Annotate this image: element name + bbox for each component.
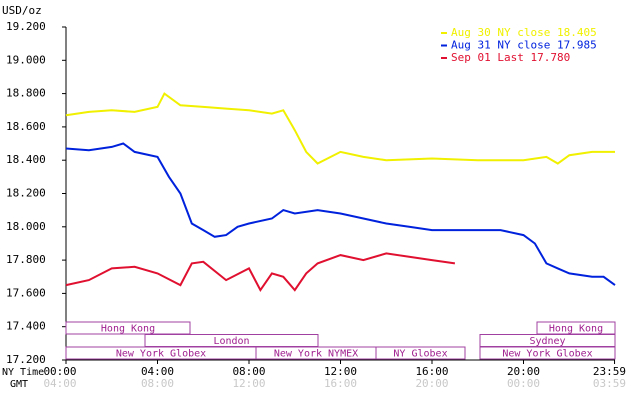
session-box — [65, 321, 191, 335]
session-label: New York Globex — [502, 349, 592, 360]
x2-tick-label: 03:59 — [593, 377, 626, 390]
y-tick-label: 18.400 — [6, 153, 46, 166]
x-tick-label: 00:00 — [43, 365, 76, 378]
y-tick-label: 18.200 — [6, 187, 46, 200]
x2-tick-label: 00:00 — [507, 377, 540, 390]
legend-label: Sep 01 Last 17.780 — [451, 51, 570, 64]
y-tick-label: 19.200 — [6, 20, 46, 33]
y-tick-label: 18.600 — [6, 120, 46, 133]
session-label: New York Globex — [116, 349, 206, 360]
session-label: London — [213, 336, 249, 347]
session-box — [375, 346, 466, 360]
x-axis-label: NY Time — [2, 367, 44, 378]
y-axis-label: USD/oz — [2, 4, 42, 17]
x2-tick-label: 04:00 — [43, 377, 76, 390]
legend-label: Aug 31 NY close 17.985 — [451, 39, 597, 52]
session-label: Hong Kong — [101, 324, 155, 335]
series-line — [65, 252, 456, 293]
session-label: Hong Kong — [549, 324, 603, 335]
x-tick-label: 12:00 — [324, 365, 357, 378]
x2-tick-label: 16:00 — [324, 377, 357, 390]
y-tick-label: 18.800 — [6, 87, 46, 100]
legend-label: Aug 30 NY close 18.405 — [451, 26, 597, 39]
y-tick-label: 17.600 — [6, 286, 46, 299]
x-tick-label: 20:00 — [507, 365, 540, 378]
x2-tick-label: 12:00 — [232, 377, 265, 390]
y-tick-label: 17.400 — [6, 320, 46, 333]
x-tick-label: 23:59 — [593, 365, 626, 378]
session-label: NY Globex — [393, 349, 447, 360]
session-box — [536, 321, 616, 335]
y-tick-label: 17.200 — [6, 353, 46, 366]
session-label: New York NYMEX — [274, 349, 358, 360]
series-line — [65, 92, 615, 165]
session-label: Sydney — [529, 336, 565, 347]
x2-tick-label: 08:00 — [141, 377, 174, 390]
x-tick-label: 04:00 — [141, 365, 174, 378]
x2-tick-label: 20:00 — [415, 377, 448, 390]
x-tick-label: 16:00 — [415, 365, 448, 378]
series-line — [65, 142, 616, 286]
y-tick-label: 19.000 — [6, 53, 46, 66]
x2-axis-label: GMT — [10, 379, 28, 390]
y-tick-label: 18.000 — [6, 220, 46, 233]
y-tick-label: 17.800 — [6, 253, 46, 266]
x-tick-label: 08:00 — [232, 365, 265, 378]
session-box — [479, 346, 616, 360]
